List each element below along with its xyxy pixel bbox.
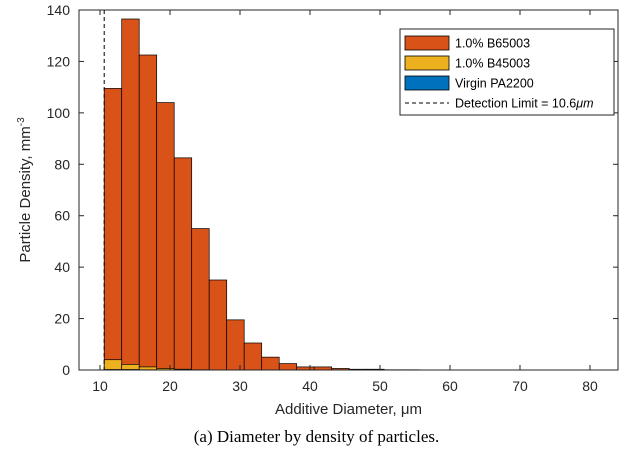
legend: 1.0% B65003 1.0% B45003 Virgin PA2200 Detec…	[399, 28, 615, 116]
legend-swatch-series-1	[404, 35, 450, 51]
y-axis-label: Particle Density, mm-3	[16, 117, 34, 263]
y-tick-label: 60	[54, 208, 70, 224]
bar-series-1-bin-9	[243, 342, 263, 371]
x-tick-label: 60	[442, 378, 458, 394]
bar-series-1-bin-11	[278, 363, 298, 371]
legend-label-series-2: 1.0% B45003	[455, 57, 530, 71]
y-tick-label: 40	[54, 259, 70, 275]
y-tick-label: 20	[54, 311, 70, 327]
legend-label-detection-limit-unit: μm	[575, 97, 593, 111]
y-axis-label-text: Particle Density, mm	[17, 126, 34, 262]
bar-series-1-bin-7	[208, 279, 228, 371]
x-tick-label: 30	[232, 378, 248, 394]
bar-series-1-bin-10	[261, 356, 280, 371]
axis-tick-labels: 10 20 30 40 50 60 70 80 0 20 40 60 80 100 120 140	[47, 2, 598, 394]
y-tick-label: 100	[47, 105, 71, 121]
legend-label-detection-limit: Detection Limit = 10.6μm	[455, 97, 594, 111]
x-tick-label: 20	[162, 378, 178, 394]
x-tick-label: 10	[92, 378, 108, 394]
y-tick-label: 140	[47, 2, 71, 18]
bar-series-2-bin-1	[103, 359, 123, 371]
x-tick-label: 50	[372, 378, 388, 394]
legend-swatch-series-2	[404, 55, 450, 71]
y-tick-label: 120	[47, 53, 71, 69]
histogram-figure: 10 20 30 40 50 60 70 80 0 20 40 60 80 100 120 140 Addit…	[16, 2, 619, 418]
bar-series-1-bin-2	[121, 18, 140, 371]
y-axis-label-superscript: -3	[16, 117, 27, 126]
y-tick-label: 80	[54, 156, 70, 172]
bar-series-1-bin-1	[103, 88, 123, 371]
legend-label-series-1: 1.0% B65003	[455, 37, 530, 51]
legend-swatch-series-3	[404, 75, 450, 91]
x-tick-label: 40	[302, 378, 318, 394]
axes-box	[78, 9, 619, 371]
axis-ticks	[79, 9, 618, 371]
figure-caption: (a) Diameter by density of particles.	[193, 427, 440, 446]
legend-label-series-3: Virgin PA2200	[455, 77, 534, 91]
bar-series-1-bin-8	[226, 319, 245, 371]
y-tick-label: 0	[62, 362, 70, 378]
bar-series-1-bin-4	[156, 102, 175, 371]
x-axis-label: Additive Diameter, μm	[275, 401, 422, 418]
x-tick-label: 80	[582, 378, 598, 394]
x-tick-label: 70	[512, 378, 528, 394]
bar-series-1-bin-6	[191, 228, 210, 371]
bar-series-1-bin-5	[173, 157, 193, 371]
bar-series-1-bin-3	[138, 54, 158, 371]
